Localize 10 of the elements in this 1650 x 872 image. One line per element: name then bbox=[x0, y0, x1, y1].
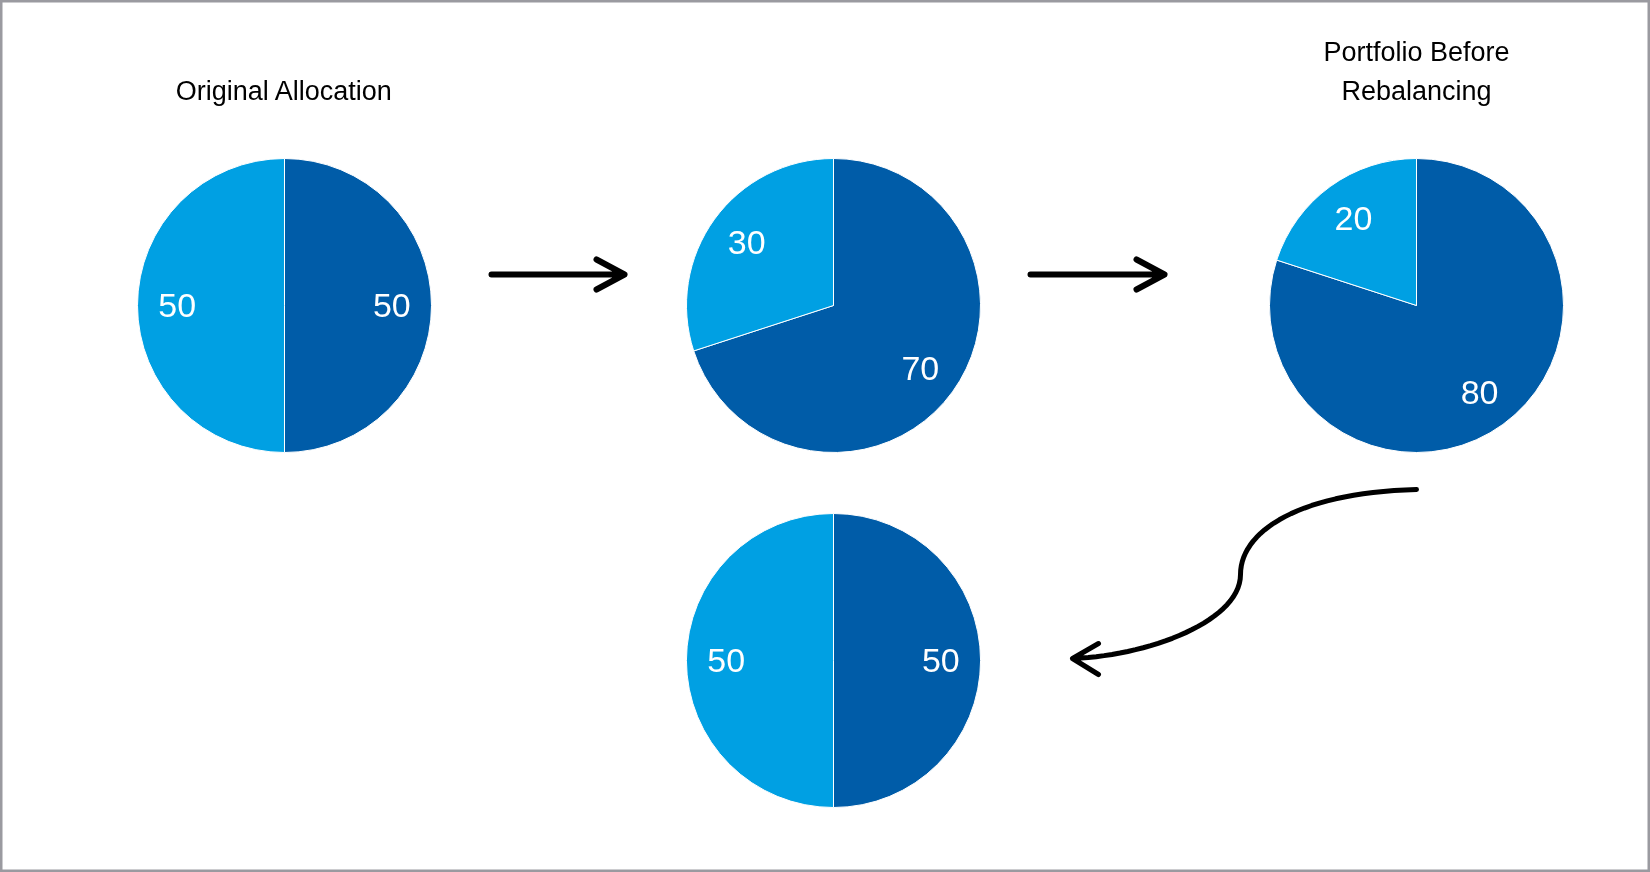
data-label: 80 bbox=[1460, 372, 1499, 411]
data-label: 30 bbox=[727, 222, 766, 261]
chart-title: Original Allocation bbox=[175, 75, 392, 106]
data-label: 50 bbox=[921, 641, 960, 679]
data-label: 50 bbox=[707, 641, 746, 679]
chart-title: Portfolio Before Rebalancing bbox=[1323, 36, 1510, 106]
data-label: 70 bbox=[901, 349, 940, 388]
data-label: 50 bbox=[158, 286, 197, 324]
data-label: 50 bbox=[372, 286, 411, 324]
data-label: 20 bbox=[1334, 199, 1373, 238]
